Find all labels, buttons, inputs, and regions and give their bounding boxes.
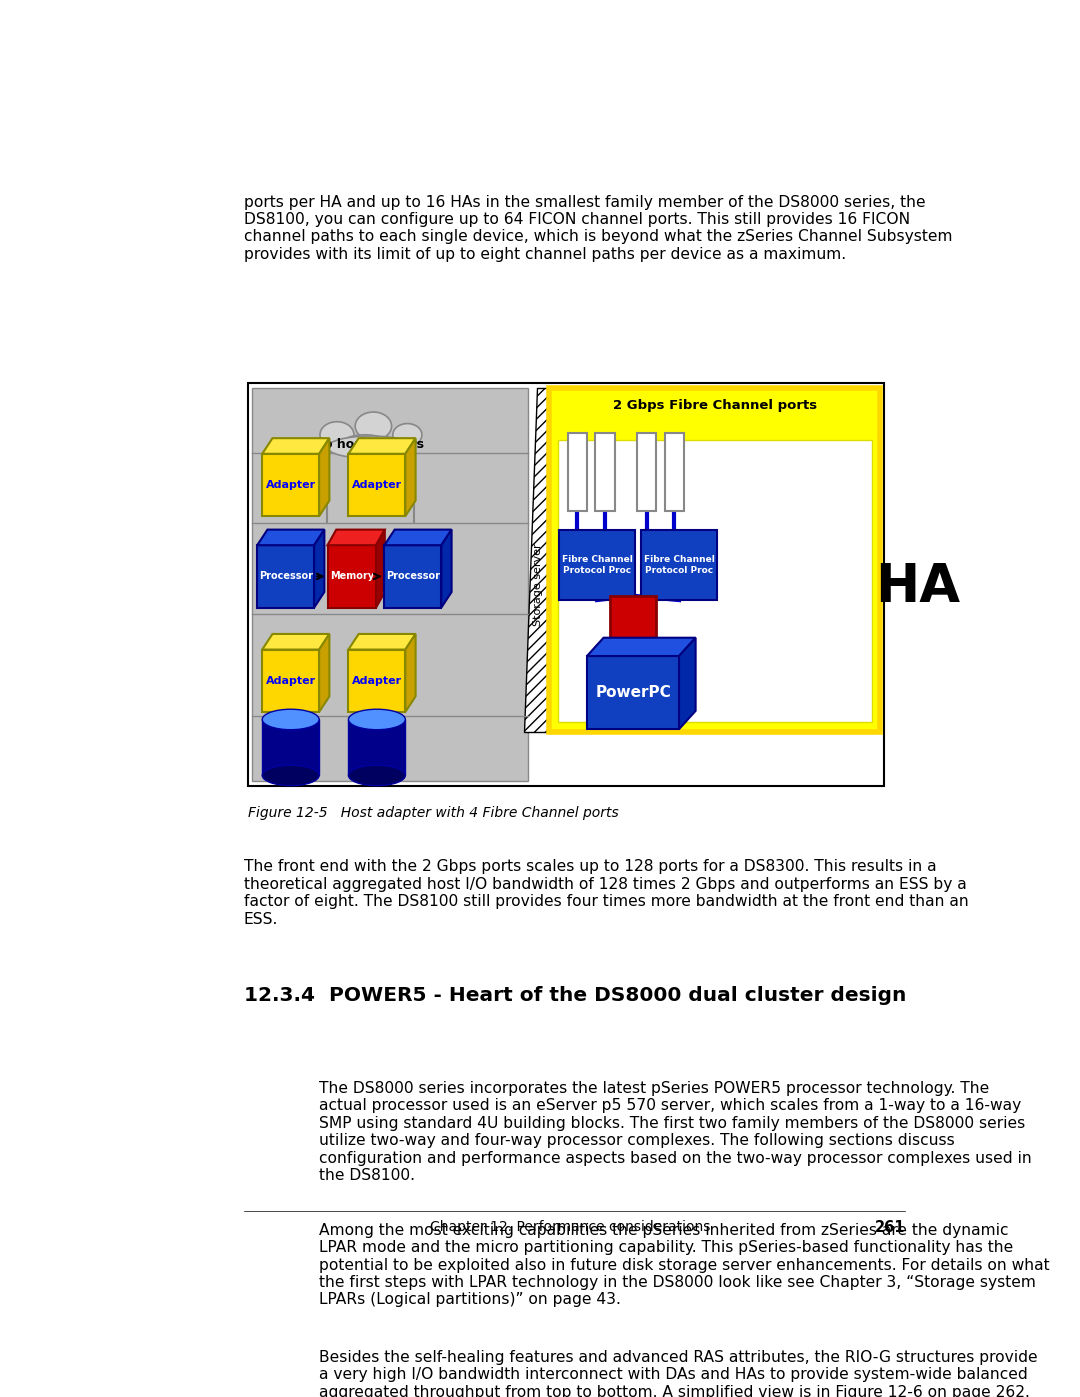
Text: Fibre Channel
Protocol Proc: Fibre Channel Protocol Proc [562,556,633,574]
Text: Processor: Processor [259,571,313,581]
Ellipse shape [349,766,405,785]
Polygon shape [314,529,324,608]
FancyBboxPatch shape [665,433,684,511]
Text: Chapter 12. Performance considerations: Chapter 12. Performance considerations [430,1220,711,1234]
Polygon shape [262,634,329,650]
FancyBboxPatch shape [262,454,320,515]
Ellipse shape [262,766,320,785]
Polygon shape [588,637,696,657]
Text: PowerPC: PowerPC [595,685,671,700]
FancyBboxPatch shape [642,529,717,601]
FancyBboxPatch shape [550,388,880,732]
Polygon shape [349,439,416,454]
Polygon shape [320,634,329,712]
FancyBboxPatch shape [257,545,314,608]
Text: Adapter: Adapter [266,481,315,490]
Ellipse shape [349,710,405,729]
Text: Adapter: Adapter [266,676,315,686]
Text: Fibre Channel
Protocol Proc: Fibre Channel Protocol Proc [644,556,715,574]
Text: To host servers: To host servers [318,437,424,451]
Text: ports per HA and up to 16 HAs in the smallest family member of the DS8000 series: ports per HA and up to 16 HAs in the sma… [244,194,953,261]
Polygon shape [442,529,451,608]
Polygon shape [405,439,416,515]
Ellipse shape [262,710,320,729]
Text: 12.3.4  POWER5 - Heart of the DS8000 dual cluster design: 12.3.4 POWER5 - Heart of the DS8000 dual… [244,986,906,1006]
Text: Adapter: Adapter [352,481,402,490]
Polygon shape [349,634,416,650]
FancyBboxPatch shape [637,433,657,511]
Text: Memory: Memory [329,571,374,581]
Text: Among the most exciting capabilities the pSeries inherited from zSeries are the : Among the most exciting capabilities the… [320,1222,1050,1308]
FancyBboxPatch shape [557,440,872,722]
Text: HA: HA [875,562,960,613]
Polygon shape [376,529,384,608]
Ellipse shape [320,422,354,448]
FancyBboxPatch shape [327,545,376,608]
FancyBboxPatch shape [349,719,405,775]
Ellipse shape [355,412,392,440]
FancyBboxPatch shape [349,650,405,712]
Polygon shape [384,529,451,545]
Polygon shape [320,439,329,515]
Text: Processor: Processor [386,571,440,581]
FancyBboxPatch shape [253,388,528,781]
FancyBboxPatch shape [384,545,442,608]
FancyBboxPatch shape [248,383,885,787]
Ellipse shape [327,436,415,458]
FancyBboxPatch shape [349,454,405,515]
Text: Figure 12-5   Host adapter with 4 Fibre Channel ports: Figure 12-5 Host adapter with 4 Fibre Ch… [248,806,619,820]
Ellipse shape [393,423,422,446]
Polygon shape [262,439,329,454]
Text: 2 Gbps Fibre Channel ports: 2 Gbps Fibre Channel ports [612,400,816,412]
Text: Adapter: Adapter [352,676,402,686]
FancyBboxPatch shape [559,529,635,601]
Polygon shape [405,634,416,712]
Polygon shape [257,529,324,545]
FancyBboxPatch shape [588,657,679,729]
Text: Storage server: Storage server [534,543,543,626]
FancyBboxPatch shape [262,719,320,775]
Ellipse shape [340,434,389,455]
Text: The DS8000 series incorporates the latest pSeries POWER5 processor technology. T: The DS8000 series incorporates the lates… [320,1081,1031,1183]
Text: 261: 261 [875,1220,905,1235]
Polygon shape [327,529,384,545]
Text: The front end with the 2 Gbps ports scales up to 128 ports for a DS8300. This re: The front end with the 2 Gbps ports scal… [244,859,969,926]
Text: Besides the self-healing features and advanced RAS attributes, the RIO-G structu: Besides the self-healing features and ad… [320,1350,1038,1397]
FancyBboxPatch shape [262,650,320,712]
FancyBboxPatch shape [595,433,615,511]
FancyBboxPatch shape [568,433,588,511]
Polygon shape [524,388,550,732]
FancyBboxPatch shape [610,595,657,641]
Polygon shape [679,637,696,729]
